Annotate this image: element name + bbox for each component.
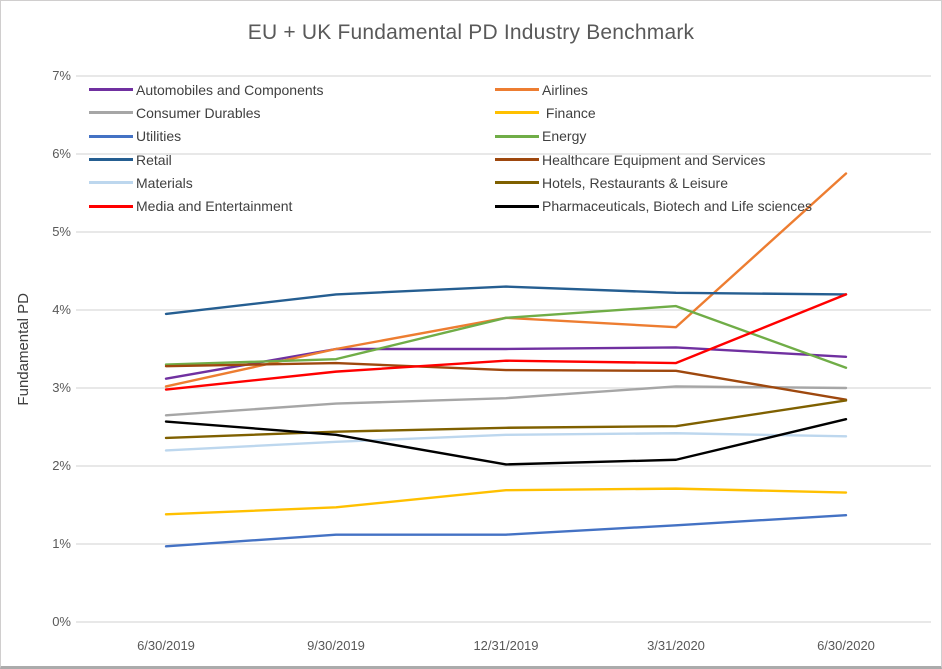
legend-line-icon	[89, 111, 133, 115]
legend-label: Materials	[136, 174, 193, 191]
series-line-finance	[164, 487, 848, 516]
legend-label: Automobiles and Components	[136, 81, 324, 98]
series-line-automobiles-and-components	[164, 346, 848, 380]
x-tick-label: 6/30/2019	[137, 638, 195, 653]
legend-item-retail: Retail	[89, 152, 495, 168]
legend-label: Media and Entertainment	[136, 198, 293, 215]
y-tick-label: 6%	[52, 146, 71, 161]
legend-label: Energy	[542, 128, 587, 145]
legend-item-healthcare-equipment-and-services: Healthcare Equipment and Services	[495, 152, 812, 168]
legend-label: Healthcare Equipment and Services	[542, 151, 766, 168]
legend-label: Pharmaceuticals, Biotech and Life scienc…	[542, 198, 813, 215]
legend: Automobiles and Components Airlines Consum…	[89, 78, 812, 218]
series-line-consumer-durables	[164, 385, 848, 417]
x-tick-label: 6/30/2020	[817, 638, 875, 653]
x-tick-label: 3/31/2020	[647, 638, 705, 653]
y-tick-label: 7%	[52, 68, 71, 83]
chart-title: EU + UK Fundamental PD Industry Benchmar…	[247, 21, 695, 44]
series-line-pharmaceuticals-biotech-and-life-sciences	[164, 418, 848, 466]
series-line-healthcare-equipment-and-services	[164, 361, 848, 401]
x-tick-label: 12/31/2019	[473, 638, 539, 653]
x-tick-label: 9/30/2019	[307, 638, 365, 653]
legend-line-icon	[89, 158, 133, 162]
series-line-utilities	[164, 513, 848, 548]
series-line-materials	[164, 432, 848, 452]
legend-item-hotels-restaurants-leisure: Hotels, Restaurants & Leisure	[495, 175, 812, 191]
legend-line-icon	[89, 204, 133, 208]
legend-label: Finance	[542, 104, 596, 121]
y-tick-label: 4%	[52, 302, 71, 317]
y-tick-label: 5%	[52, 224, 71, 239]
legend-item-materials: Materials	[89, 175, 495, 191]
y-tick-label: 3%	[52, 380, 71, 395]
legend-item-airlines: Airlines	[495, 82, 812, 98]
legend-item-finance: Finance	[495, 105, 812, 121]
legend-label: Utilities	[136, 128, 182, 145]
legend-label: Retail	[136, 151, 172, 168]
legend-line-icon	[495, 88, 539, 92]
y-tick-label: 1%	[52, 536, 71, 551]
y-tick-label: 2%	[52, 458, 71, 473]
legend-item-consumer-durables: Consumer Durables	[89, 105, 495, 121]
legend-line-icon	[89, 88, 133, 92]
y-tick-label: 0%	[52, 614, 71, 629]
legend-item-automobiles-and-components: Automobiles and Components	[89, 82, 495, 98]
legend-line-icon	[89, 181, 133, 185]
series-line-media-and-entertainment	[164, 293, 848, 391]
legend-line-icon	[495, 111, 539, 115]
legend-line-icon	[89, 134, 133, 138]
legend-item-utilities: Utilities	[89, 128, 495, 144]
legend-line-icon	[495, 134, 539, 138]
legend-line-icon	[495, 204, 539, 208]
series-line-hotels-restaurants-leisure	[164, 399, 848, 440]
legend-label: Airlines	[542, 81, 588, 98]
legend-label: Consumer Durables	[136, 104, 261, 121]
legend-label: Hotels, Restaurants & Leisure	[542, 174, 728, 191]
legend-item-pharmaceuticals-biotech-and-life-sciences: Pharmaceuticals, Biotech and Life scienc…	[495, 198, 812, 214]
series-line-energy	[164, 304, 848, 369]
legend-item-media-and-entertainment: Media and Entertainment	[89, 198, 495, 214]
legend-line-icon	[495, 158, 539, 162]
legend-item-energy: Energy	[495, 128, 812, 144]
series-line-retail	[164, 285, 848, 316]
legend-line-icon	[495, 181, 539, 185]
